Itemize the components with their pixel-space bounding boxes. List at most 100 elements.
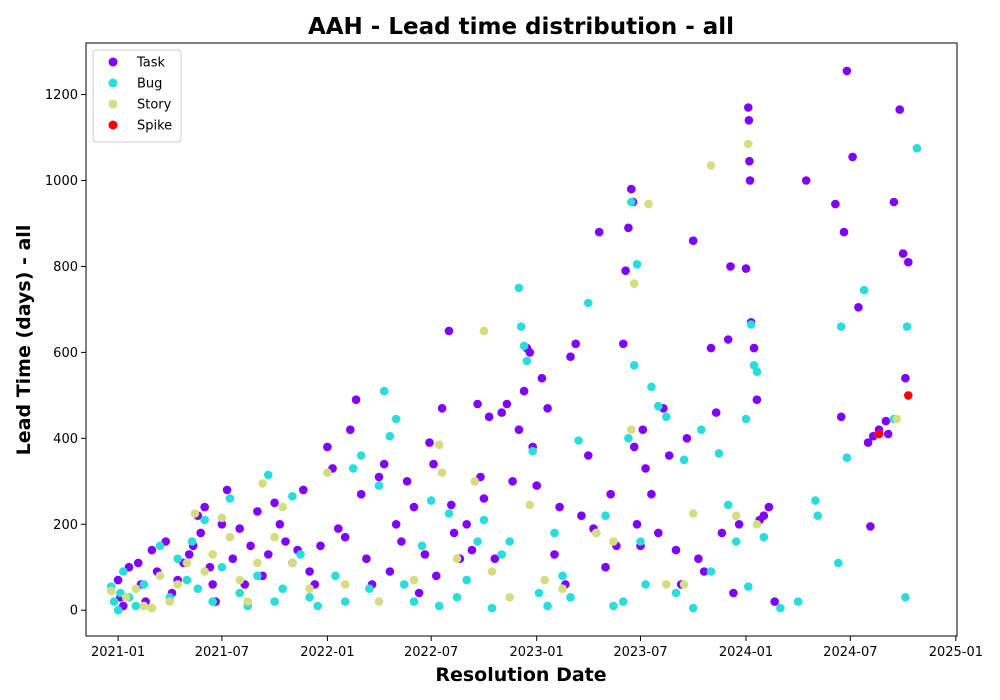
point-bug [331,571,340,581]
point-task [379,459,389,469]
point-task [619,339,628,349]
point-task [555,502,564,512]
point-task [514,425,524,435]
point-bug [399,580,409,589]
point-task [632,520,642,529]
point-bug [842,453,852,463]
point-bug [391,414,401,424]
point-bug [901,593,910,602]
point-task [706,343,716,353]
point-bug [741,414,751,424]
point-story [627,425,636,435]
point-story [679,580,689,589]
point-bug [811,496,820,505]
point-task [741,264,751,273]
point-task [340,532,350,542]
point-story [437,468,447,478]
point-story [892,414,902,424]
point-bug [714,449,724,458]
point-task [682,434,692,443]
point-task [770,597,779,606]
point-bug [200,515,209,525]
point-bug [697,425,706,435]
point-task [594,227,604,237]
point-task [462,520,472,529]
point-task [519,386,529,396]
point-story [479,326,489,336]
point-story [592,528,601,538]
point-bug [609,601,618,611]
point-bug [813,511,822,520]
point-task [723,335,733,344]
y-tick-label: 1000 [45,174,78,189]
point-story [190,509,200,518]
point-task [699,567,709,576]
point-story [409,575,419,585]
point-story [629,279,639,288]
point-bug [479,515,489,525]
point-bug [749,361,759,370]
point-bug [759,532,769,542]
point-task [444,326,454,336]
point-spike [904,391,913,400]
legend-marker-spike [108,120,118,130]
point-task [566,352,575,362]
point-story [243,597,252,606]
point-bug [636,537,645,546]
point-task [334,524,343,533]
point-task [133,558,143,568]
point-bug [417,541,427,551]
point-task [432,571,441,581]
point-task [571,339,580,349]
point-task [497,408,507,417]
y-axis: 0 200 400 600 800 1000 1200 [45,88,86,619]
point-task [270,498,279,508]
point-bug [543,601,552,611]
point-bug [744,582,753,591]
point-story [323,468,332,478]
point-task [385,567,395,576]
point-task [895,105,904,114]
point-bug [365,584,374,593]
point-task [654,528,663,538]
legend-label-task: Task [136,56,166,71]
point-bug [434,601,444,611]
point-task [391,520,401,529]
point-bug [187,537,197,546]
point-bug [264,470,273,480]
point-task [759,511,769,520]
x-tick-label: 2022-01 [300,645,354,660]
point-task [208,580,217,589]
point-bug [912,144,922,153]
point-story [452,554,462,563]
point-story [131,584,141,593]
point-task [601,562,610,572]
point-bug [528,446,537,456]
point-bug [516,322,526,331]
point-bug [534,588,544,598]
point-task [402,477,412,486]
point-bug [385,431,395,441]
point-bug [296,550,305,559]
point-task [200,502,209,512]
point-task [688,236,698,245]
point-bug [776,603,785,613]
legend-label-story: Story [137,98,172,113]
point-bug [662,412,671,422]
point-bug [902,322,912,331]
point-story [258,479,267,488]
point-task [525,348,535,357]
point-bug [270,597,279,606]
point-task [447,500,456,510]
point-bug [497,550,507,559]
point-story [182,558,192,568]
point-bug [584,298,593,308]
point-task [726,262,735,271]
y-tick-label: 1200 [45,88,78,103]
x-tick-label: 2024-01 [719,645,773,660]
point-task [467,545,477,555]
point-story [374,597,384,606]
point-story [147,603,157,613]
point-story [225,532,235,542]
